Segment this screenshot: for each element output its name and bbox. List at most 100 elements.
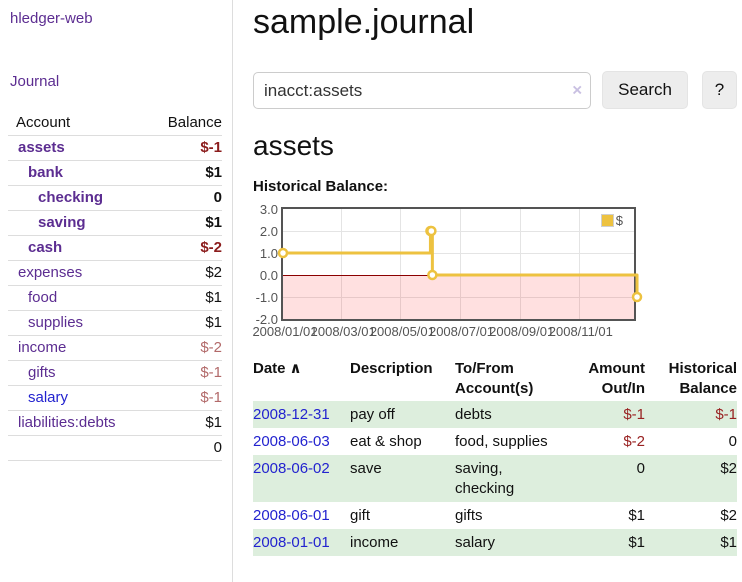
sidebar-item-journal[interactable]: Journal bbox=[10, 73, 60, 90]
account-row-expenses: expenses $2 bbox=[8, 261, 222, 286]
chart-gridline bbox=[400, 209, 402, 319]
chart-gridline bbox=[578, 209, 580, 319]
chart-plot: $ bbox=[277, 207, 643, 321]
chart-gridline bbox=[283, 231, 634, 232]
x-tick-label: 2008/01/01 bbox=[252, 324, 318, 339]
register-header-row: Date ∧ Description To/From Account(s) Amo… bbox=[253, 357, 737, 401]
chart-negative-region bbox=[283, 275, 634, 319]
x-tick-label: 2008/03/01 bbox=[310, 324, 376, 339]
transaction-date-link[interactable]: 2008-12-31 bbox=[253, 406, 330, 423]
chart-title: Historical Balance: bbox=[253, 178, 389, 195]
register-header-description: Description bbox=[350, 360, 433, 377]
search-bar: × Search ? bbox=[253, 71, 737, 109]
search-input[interactable] bbox=[253, 72, 592, 109]
transaction-date-link[interactable]: 2008-06-03 bbox=[253, 433, 330, 450]
account-balance: $2 bbox=[205, 264, 222, 281]
account-balance: $1 bbox=[205, 314, 222, 331]
transaction-description: gift bbox=[350, 507, 371, 524]
transaction-balance: $1 bbox=[720, 534, 737, 551]
chart-series bbox=[277, 225, 643, 303]
accounts-total-row: 0 bbox=[8, 436, 222, 461]
chart-data-point bbox=[277, 247, 289, 259]
accounts-table-header: Account Balance bbox=[8, 111, 222, 136]
transaction-date-link[interactable]: 2008-06-01 bbox=[253, 507, 330, 524]
transaction-balance: $2 bbox=[720, 460, 737, 477]
account-balance: $1 bbox=[205, 164, 222, 181]
account-row-gifts: gifts $-1 bbox=[8, 361, 222, 386]
chart-x-axis: 2008/01/01 2008/03/01 2008/05/01 2008/07/01… bbox=[252, 321, 638, 341]
brand-link[interactable]: hledger-web bbox=[10, 10, 93, 27]
chart-gridline bbox=[459, 209, 461, 319]
transaction-accounts: salary bbox=[455, 534, 496, 551]
accounts-total-value: 0 bbox=[213, 439, 222, 456]
register-header-balance: Historical Balance bbox=[668, 360, 737, 397]
transaction-date-link[interactable]: 2008-01-01 bbox=[253, 534, 330, 551]
register-row: 2008-06-02 save saving, checking 0 $2 bbox=[253, 455, 737, 502]
account-balance: 0 bbox=[213, 189, 222, 206]
account-row-income: income $-2 bbox=[8, 336, 222, 361]
clear-search-icon[interactable]: × bbox=[572, 80, 583, 100]
account-link-bank[interactable]: bank bbox=[28, 164, 64, 181]
transaction-description: eat & shop bbox=[350, 433, 422, 450]
account-link-cash[interactable]: cash bbox=[28, 239, 63, 256]
register-row: 2008-12-31 pay off debts $-1 $-1 bbox=[253, 401, 737, 428]
account-row-food: food $1 bbox=[8, 286, 222, 311]
account-link-food[interactable]: food bbox=[28, 289, 58, 306]
transaction-description: save bbox=[350, 460, 382, 477]
account-link-expenses[interactable]: expenses bbox=[18, 264, 83, 281]
account-link-checking[interactable]: checking bbox=[38, 189, 104, 206]
register-header-amount: Amount Out/In bbox=[588, 360, 645, 397]
y-tick-label: 0.0 bbox=[259, 268, 278, 283]
account-link-supplies[interactable]: supplies bbox=[28, 314, 84, 331]
account-link-saving[interactable]: saving bbox=[38, 214, 86, 231]
page-title: sample.journal bbox=[253, 3, 475, 41]
transaction-accounts: saving, checking bbox=[455, 460, 515, 497]
accounts-header-balance: Balance bbox=[167, 114, 222, 131]
account-link-liabilities-debts[interactable]: liabilities:debts bbox=[18, 414, 116, 431]
transaction-amount: 0 bbox=[636, 460, 645, 477]
transaction-balance: $2 bbox=[720, 507, 737, 524]
account-link-salary[interactable]: salary bbox=[28, 389, 69, 406]
transaction-balance: 0 bbox=[728, 433, 737, 450]
account-link-income[interactable]: income bbox=[18, 339, 67, 356]
chart-data-point bbox=[631, 291, 643, 303]
chart-gridline bbox=[283, 297, 634, 298]
account-balance: $1 bbox=[205, 289, 222, 306]
account-balance: $1 bbox=[205, 214, 222, 231]
transaction-amount: $-2 bbox=[623, 433, 645, 450]
register-row: 2008-01-01 income salary $1 $1 bbox=[253, 529, 737, 556]
transaction-amount: $1 bbox=[628, 534, 645, 551]
account-balance: $-2 bbox=[200, 339, 222, 356]
register-header-tofrom: To/From Account(s) bbox=[455, 360, 534, 397]
y-tick-label: -2.0 bbox=[255, 312, 278, 327]
help-button[interactable]: ? bbox=[702, 71, 737, 109]
account-link-assets[interactable]: assets bbox=[18, 139, 65, 156]
account-balance: $-1 bbox=[200, 389, 222, 406]
y-tick-label: 1.0 bbox=[259, 246, 278, 261]
account-balance: $1 bbox=[205, 414, 222, 431]
register-row: 2008-06-03 eat & shop food, supplies $-2… bbox=[253, 428, 737, 455]
transaction-accounts: debts bbox=[455, 406, 492, 423]
register-header-date[interactable]: Date ∧ bbox=[253, 360, 302, 377]
search-input-wrap: × bbox=[253, 71, 592, 109]
y-tick-label: 2.0 bbox=[259, 224, 278, 239]
transaction-date-link[interactable]: 2008-06-02 bbox=[253, 460, 330, 477]
sort-asc-icon: ∧ bbox=[289, 360, 302, 377]
chart-legend: $ bbox=[600, 213, 623, 228]
chart-data-point bbox=[427, 269, 438, 281]
accounts-header-account: Account bbox=[16, 114, 71, 131]
search-button[interactable]: Search bbox=[602, 71, 688, 109]
account-row-checking: checking 0 bbox=[8, 186, 222, 211]
account-heading: assets bbox=[253, 130, 334, 161]
x-tick-label: 2008/05/01 bbox=[369, 324, 435, 339]
transaction-description: income bbox=[350, 534, 399, 551]
account-link-gifts[interactable]: gifts bbox=[28, 364, 56, 381]
account-row-salary: salary $-1 bbox=[8, 386, 222, 411]
account-balance: $-2 bbox=[200, 239, 222, 256]
legend-label: $ bbox=[615, 213, 623, 228]
chart-gridline bbox=[283, 253, 634, 254]
register-table: Date ∧ Description To/From Account(s) Amo… bbox=[253, 357, 737, 556]
sidebar: hledger-web Journal Account Balance asse… bbox=[0, 0, 233, 582]
historical-balance-chart: 3.0 2.0 1.0 0.0 -1.0 -2.0 $ 2008/01/01 2008/03… bbox=[252, 202, 737, 341]
legend-swatch bbox=[600, 214, 614, 227]
